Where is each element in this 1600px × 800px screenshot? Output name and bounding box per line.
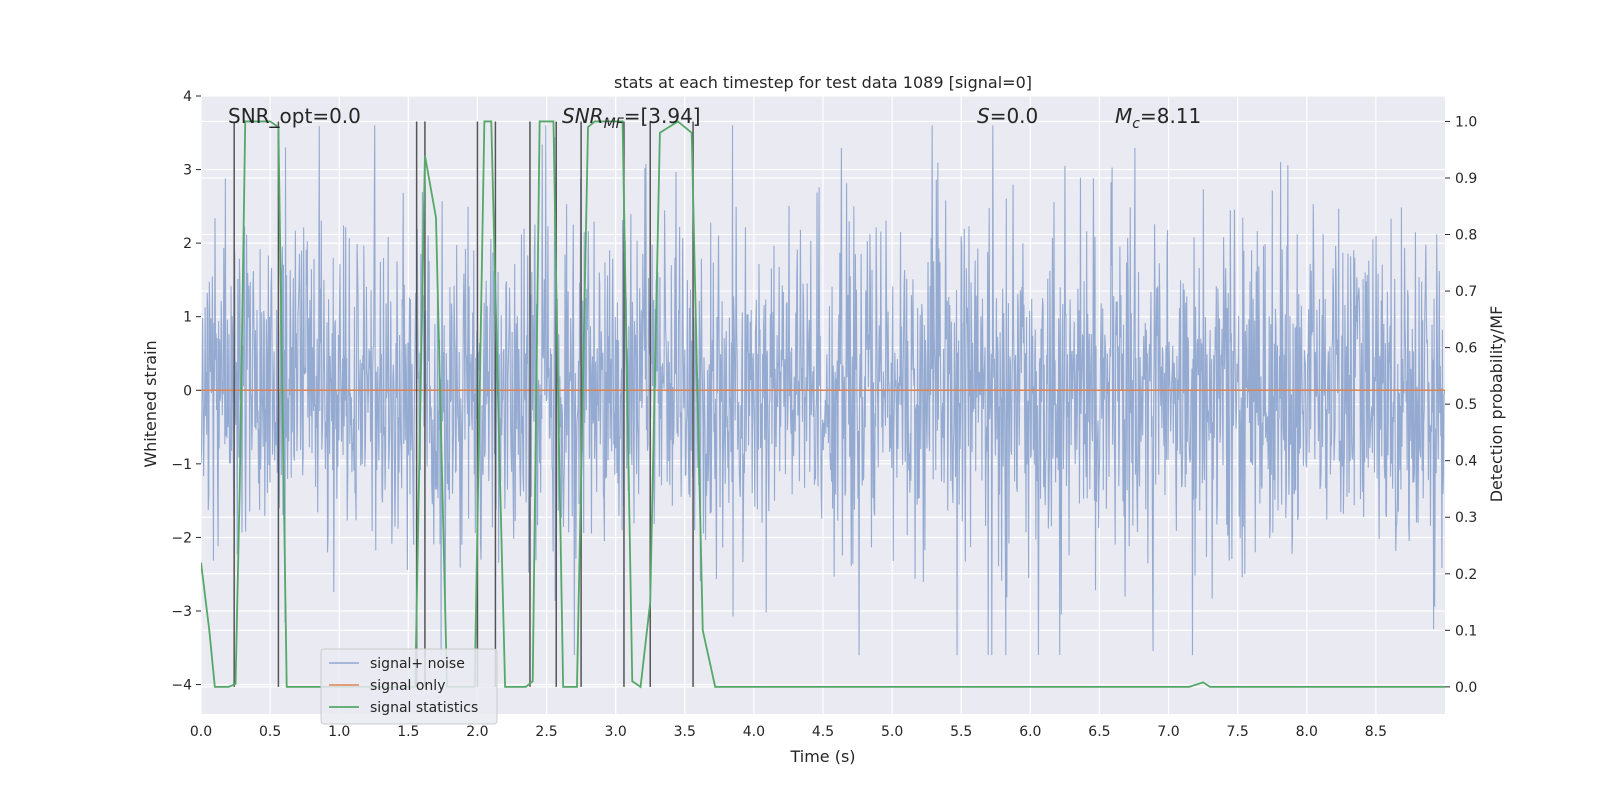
x-tick-label: 8.0 xyxy=(1296,724,1318,740)
y-right-tick-label: 0.3 xyxy=(1455,510,1477,526)
chart-title: stats at each timestep for test data 108… xyxy=(614,73,1032,92)
y-right-tick-label: 0.1 xyxy=(1455,623,1477,639)
x-tick-label: 7.5 xyxy=(1227,724,1249,740)
y-left-tick-label: 3 xyxy=(183,163,192,179)
series-signal-statistics xyxy=(201,120,1445,689)
legend-label-signal-statistics: signal statistics xyxy=(370,700,478,716)
x-axis-ticks: 0.0 0.5 1.0 1.5 2.0 2.5 3.0 3.5 4.0 4.5 5.0 5.5 6.0 6… xyxy=(190,724,1387,740)
x-tick-label: 6.0 xyxy=(1019,724,1041,740)
y-right-tick-label: 0.6 xyxy=(1455,341,1477,357)
svg-text:Mc=8.11: Mc=8.11 xyxy=(1115,104,1201,132)
y-left-tick-label: −2 xyxy=(171,530,192,546)
x-tick-label: 3.0 xyxy=(605,724,627,740)
legend-label-signal-noise: signal+ noise xyxy=(370,656,465,672)
y-left-tick-label: −1 xyxy=(171,457,192,473)
y-axis-left-label: Whitened strain xyxy=(141,340,160,467)
x-tick-label: 0.0 xyxy=(190,724,212,740)
x-tick-label: 2.0 xyxy=(466,724,488,740)
x-axis-label: Time (s) xyxy=(789,747,855,766)
y-axis-right-label: Detection probability/MF xyxy=(1487,306,1506,503)
y-right-tick-label: 0.2 xyxy=(1455,567,1477,583)
y-right-tick-label: 1.0 xyxy=(1455,114,1477,130)
y-right-tick-label: 0.4 xyxy=(1455,454,1477,470)
x-tick-label: 6.5 xyxy=(1088,724,1110,740)
grid-horizontal-left xyxy=(201,95,1445,686)
annotation-mc: Mc=8.11 xyxy=(1115,104,1201,132)
y-left-tick-label: −3 xyxy=(171,604,192,620)
y-left-tick-label: 1 xyxy=(183,310,192,326)
y-right-tick-label: 0.0 xyxy=(1455,680,1477,696)
x-tick-label: 7.0 xyxy=(1157,724,1179,740)
svg-text:S=0.0: S=0.0 xyxy=(977,104,1038,128)
x-tick-label: 2.5 xyxy=(535,724,557,740)
legend: signal+ noise signal only signal statist… xyxy=(320,648,498,725)
annotation-snr-opt: SNR_opt=0.0 xyxy=(228,104,361,128)
x-tick-label: 4.0 xyxy=(743,724,765,740)
x-tick-label: 0.5 xyxy=(259,724,281,740)
x-tick-label: 8.5 xyxy=(1365,724,1387,740)
x-tick-label: 4.5 xyxy=(812,724,834,740)
legend-label-signal-only: signal only xyxy=(370,678,445,694)
y-right-tick-label: 0.9 xyxy=(1455,171,1477,187)
y-right-tick-label: 0.7 xyxy=(1455,284,1477,300)
annotation-s: S=0.0 xyxy=(977,104,1038,128)
y-left-tick-label: 4 xyxy=(183,89,192,105)
series-signal-noise xyxy=(201,125,1445,656)
x-tick-label: 5.0 xyxy=(881,724,903,740)
y-axis-left-ticks: 4 3 2 1 0 −1 −2 −3 −4 xyxy=(171,89,201,694)
x-tick-label: 1.0 xyxy=(328,724,350,740)
y-right-tick-label: 0.8 xyxy=(1455,228,1477,244)
y-left-tick-label: 2 xyxy=(183,236,192,252)
x-tick-label: 3.5 xyxy=(674,724,696,740)
y-left-tick-label: 0 xyxy=(183,383,192,399)
x-tick-label: 1.5 xyxy=(397,724,419,740)
x-tick-label: 5.5 xyxy=(950,724,972,740)
annotation-snr-mf: SNRMF=[3.94] xyxy=(562,104,701,132)
svg-text:SNRMF=[3.94]: SNRMF=[3.94] xyxy=(562,104,701,132)
y-axis-right-ticks: 1.0 0.9 0.8 0.7 0.6 0.5 0.4 0.3 0.2 0.1 0.0 xyxy=(1445,114,1477,696)
y-left-tick-label: −4 xyxy=(171,678,192,694)
y-right-tick-label: 0.5 xyxy=(1455,397,1477,413)
